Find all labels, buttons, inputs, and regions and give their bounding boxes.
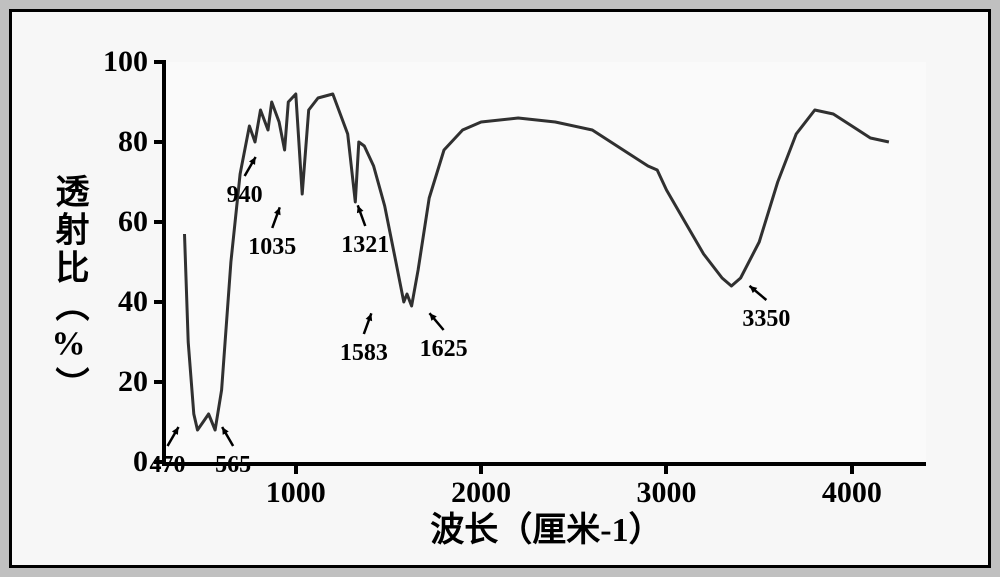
y-tick-label: 100: [103, 45, 148, 79]
x-axis-title: 波长（厘米-1）: [430, 502, 662, 551]
x-tick-label: 4000: [822, 476, 882, 510]
peak-label: 1583: [340, 340, 388, 367]
y-tick: [154, 220, 166, 224]
x-tick: [664, 462, 668, 474]
peak-label: 470: [150, 452, 186, 479]
y-tick-label: 20: [118, 365, 148, 399]
y-tick-label: 40: [118, 285, 148, 319]
chart-inner: 透射比（%） 020406080100100020003000400047056…: [9, 9, 991, 568]
peak-label: 1321: [341, 232, 389, 259]
y-tick-label: 0: [133, 445, 148, 479]
peak-label: 1625: [420, 336, 468, 363]
x-axis-label-text: 波长（厘米-1）: [430, 512, 662, 549]
y-axis-label-cn: 透射比: [50, 173, 87, 287]
spectrum-line: [166, 62, 926, 462]
x-tick: [479, 462, 483, 474]
y-tick: [154, 300, 166, 304]
peak-label: 3350: [742, 306, 790, 333]
y-axis-title: 透射比（%）: [44, 173, 93, 404]
x-tick: [850, 462, 854, 474]
peak-label: 940: [227, 182, 263, 209]
y-tick-label: 80: [118, 125, 148, 159]
y-tick: [154, 60, 166, 64]
plot-area: 0204060801001000200030004000470565940103…: [162, 62, 926, 466]
y-tick: [154, 140, 166, 144]
x-tick: [294, 462, 298, 474]
y-tick: [154, 380, 166, 384]
y-tick-label: 60: [118, 205, 148, 239]
peak-label: 565: [215, 452, 251, 479]
y-axis-label-unit: （%）: [50, 287, 87, 404]
x-tick-label: 1000: [266, 476, 326, 510]
peak-label: 1035: [248, 234, 296, 261]
chart-frame: 透射比（%） 020406080100100020003000400047056…: [0, 0, 1000, 577]
